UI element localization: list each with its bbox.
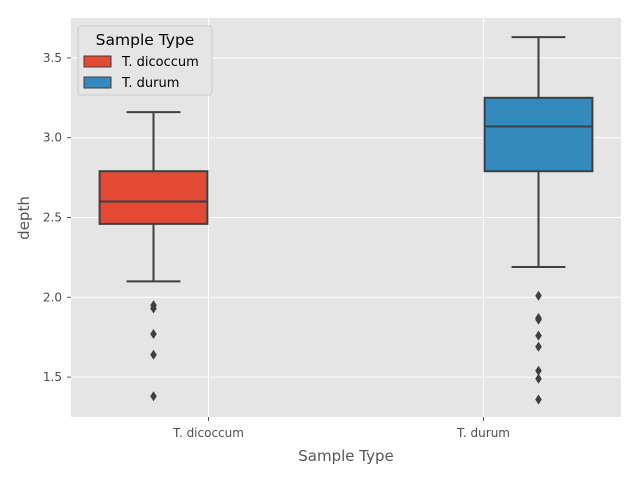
- outlier-point: [535, 314, 542, 325]
- box-2: [483, 36, 594, 405]
- boxes: [98, 36, 594, 405]
- iqr-box: [98, 170, 209, 225]
- outlier-point: [150, 391, 157, 402]
- legend-entries: T. dicoccum T. durum: [83, 55, 199, 91]
- y-tick-labels: 1.5 2.0 2.5 3.0 3.5: [43, 51, 71, 384]
- outlier-point: [150, 303, 157, 314]
- legend-swatch: [83, 55, 112, 68]
- x-axis-label: Sample Type: [298, 447, 393, 465]
- x-tick-label: T. durum: [456, 426, 510, 440]
- y-tick-label: 2.0: [43, 290, 62, 304]
- legend-swatch: [83, 76, 112, 89]
- outlier-point: [150, 349, 157, 360]
- outlier-point: [535, 394, 542, 405]
- y-tick-label: 1.5: [43, 370, 62, 384]
- outlier-point: [150, 329, 157, 340]
- outlier-point: [535, 341, 542, 352]
- legend: Sample Type T. dicoccum T. durum: [77, 25, 213, 96]
- y-tick-label: 3.5: [43, 51, 62, 65]
- x-tick-label: T. dicoccum: [172, 426, 244, 440]
- outlier-point: [535, 330, 542, 341]
- y-axis-label: depth: [15, 196, 33, 240]
- legend-label: T. dicoccum: [121, 55, 199, 70]
- outlier-point: [535, 373, 542, 384]
- legend-title: Sample Type: [96, 31, 195, 49]
- y-tick-label: 3.0: [43, 131, 62, 145]
- legend-label: T. durum: [121, 76, 179, 91]
- y-tick-label: 2.5: [43, 211, 62, 225]
- outlier-point: [535, 290, 542, 301]
- iqr-box: [483, 96, 594, 173]
- box-1: [98, 111, 209, 402]
- x-tick-labels: T. dicoccum T. durum: [172, 417, 510, 440]
- outlier-point: [535, 365, 542, 376]
